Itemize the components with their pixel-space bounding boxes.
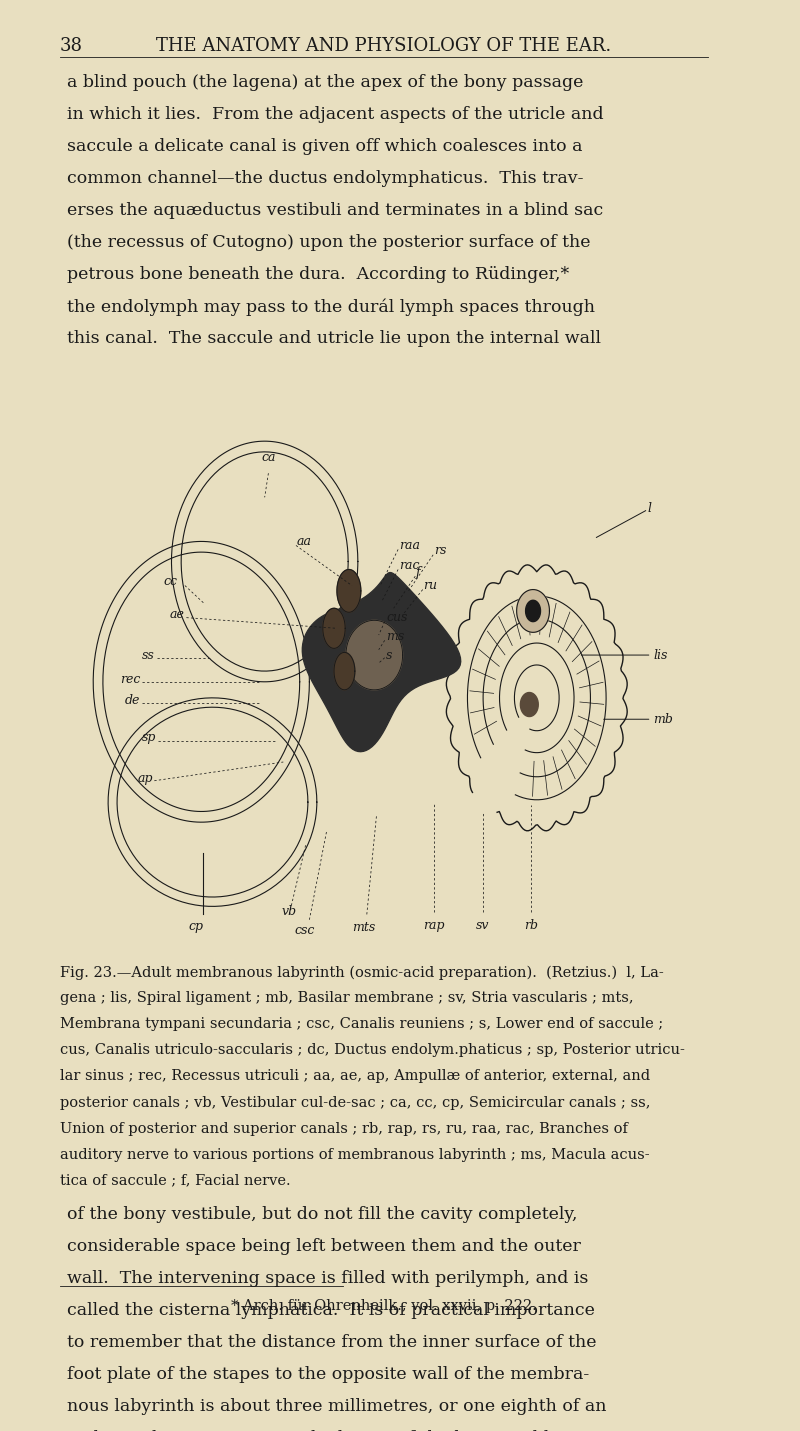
Text: sv: sv xyxy=(476,919,490,932)
Text: the endolymph may pass to the durál lymph spaces through: the endolymph may pass to the durál lymp… xyxy=(67,298,595,316)
Polygon shape xyxy=(517,590,550,633)
Text: cus: cus xyxy=(386,611,407,624)
Text: ms: ms xyxy=(386,630,405,643)
Text: ss: ss xyxy=(142,648,155,661)
Text: saccule a delicate canal is given off which coalesces into a: saccule a delicate canal is given off wh… xyxy=(67,137,582,155)
Text: this canal.  The saccule and utricle lie upon the internal wall: this canal. The saccule and utricle lie … xyxy=(67,331,601,348)
Text: mts: mts xyxy=(352,922,375,934)
Text: to remember that the distance from the inner surface of the: to remember that the distance from the i… xyxy=(67,1334,597,1351)
Text: csc: csc xyxy=(294,924,314,937)
Text: vb: vb xyxy=(282,906,297,919)
Polygon shape xyxy=(346,620,402,690)
Text: auditory nerve to various portions of membranous labyrinth ; ms, Macula acus-: auditory nerve to various portions of me… xyxy=(60,1148,650,1162)
Polygon shape xyxy=(337,570,361,612)
Text: in which it lies.  From the adjacent aspects of the utricle and: in which it lies. From the adjacent aspe… xyxy=(67,106,604,123)
Text: posterior canals ; vb, Vestibular cul-de-sac ; ca, cc, cp, Semicircular canals ;: posterior canals ; vb, Vestibular cul-de… xyxy=(60,1096,650,1109)
Text: erses the aquæductus vestibuli and terminates in a blind sac: erses the aquæductus vestibuli and termi… xyxy=(67,202,603,219)
Text: considerable space being left between them and the outer: considerable space being left between th… xyxy=(67,1238,581,1255)
Text: aa: aa xyxy=(297,535,312,548)
Text: ap: ap xyxy=(138,771,153,784)
Text: Union of posterior and superior canals ; rb, rap, rs, ru, raa, rac, Branches of: Union of posterior and superior canals ;… xyxy=(60,1122,627,1136)
Text: 38: 38 xyxy=(60,37,82,56)
Text: a blind pouch (the lagena) at the apex of the bony passage: a blind pouch (the lagena) at the apex o… xyxy=(67,73,583,90)
Text: ca: ca xyxy=(261,451,276,464)
Text: mb: mb xyxy=(653,713,673,726)
Text: rap: rap xyxy=(423,919,445,932)
Text: gena ; lis, Spiral ligament ; mb, Basilar membrane ; sv, Stria vascularis ; mts,: gena ; lis, Spiral ligament ; mb, Basila… xyxy=(60,992,634,1006)
Text: rac: rac xyxy=(399,560,419,572)
Text: ae: ae xyxy=(170,608,185,621)
Text: rb: rb xyxy=(524,919,538,932)
Text: Fig. 23.—Adult membranous labyrinth (osmic-acid preparation).  (Retzius.)  l, La: Fig. 23.—Adult membranous labyrinth (osm… xyxy=(60,966,663,980)
Text: Membrana tympani secundaria ; csc, Canalis reuniens ; s, Lower end of saccule ;: Membrana tympani secundaria ; csc, Canal… xyxy=(60,1017,663,1032)
Text: ru: ru xyxy=(423,580,438,592)
Polygon shape xyxy=(334,653,355,690)
Text: rs: rs xyxy=(434,544,446,557)
Text: rec: rec xyxy=(120,673,140,685)
Text: of the bony vestibule, but do not fill the cavity completely,: of the bony vestibule, but do not fill t… xyxy=(67,1206,578,1224)
Text: THE ANATOMY AND PHYSIOLOGY OF THE EAR.: THE ANATOMY AND PHYSIOLOGY OF THE EAR. xyxy=(156,37,611,56)
Text: lar sinus ; rec, Recessus utriculi ; aa, ae, ap, Ampullæ of anterior, external, : lar sinus ; rec, Recessus utriculi ; aa,… xyxy=(60,1069,650,1083)
Text: raa: raa xyxy=(399,539,420,552)
Text: (the recessus of Cutogno) upon the posterior surface of the: (the recessus of Cutogno) upon the poste… xyxy=(67,233,590,250)
Text: called the cisterna lymphatica.  It is of practical importance: called the cisterna lymphatica. It is of… xyxy=(67,1302,595,1319)
Polygon shape xyxy=(323,608,345,648)
Text: foot plate of the stapes to the opposite wall of the membra-: foot plate of the stapes to the opposite… xyxy=(67,1367,590,1384)
Polygon shape xyxy=(302,572,461,751)
Polygon shape xyxy=(526,600,541,621)
Text: sp: sp xyxy=(142,731,157,744)
Text: petrous bone beneath the dura.  According to Rüdinger,*: petrous bone beneath the dura. According… xyxy=(67,266,570,283)
Text: lis: lis xyxy=(653,648,667,661)
Text: common channel—the ductus endolymphaticus.  This trav-: common channel—the ductus endolymphaticu… xyxy=(67,170,583,187)
Text: s: s xyxy=(386,648,393,661)
Text: cc: cc xyxy=(163,575,177,588)
Text: de: de xyxy=(125,694,140,707)
Text: l: l xyxy=(647,501,651,515)
Text: * Arch. für Ohrenheilk., vol. xxvii, p. 222.: * Arch. für Ohrenheilk., vol. xxvii, p. … xyxy=(231,1299,537,1314)
Polygon shape xyxy=(521,693,538,717)
Text: cp: cp xyxy=(189,920,203,933)
Text: wall.  The intervening space is filled with perilymph, and is: wall. The intervening space is filled wi… xyxy=(67,1271,589,1286)
Text: tica of saccule ; f, Facial nerve.: tica of saccule ; f, Facial nerve. xyxy=(60,1173,290,1188)
Text: f: f xyxy=(416,565,421,578)
Text: cus, Canalis utriculo-saccularis ; dc, Ductus endolym.phaticus ; sp, Posterior u: cus, Canalis utriculo-saccularis ; dc, D… xyxy=(60,1043,685,1058)
Text: nous labyrinth is about three millimetres, or one eighth of an: nous labyrinth is about three millimetre… xyxy=(67,1398,606,1415)
